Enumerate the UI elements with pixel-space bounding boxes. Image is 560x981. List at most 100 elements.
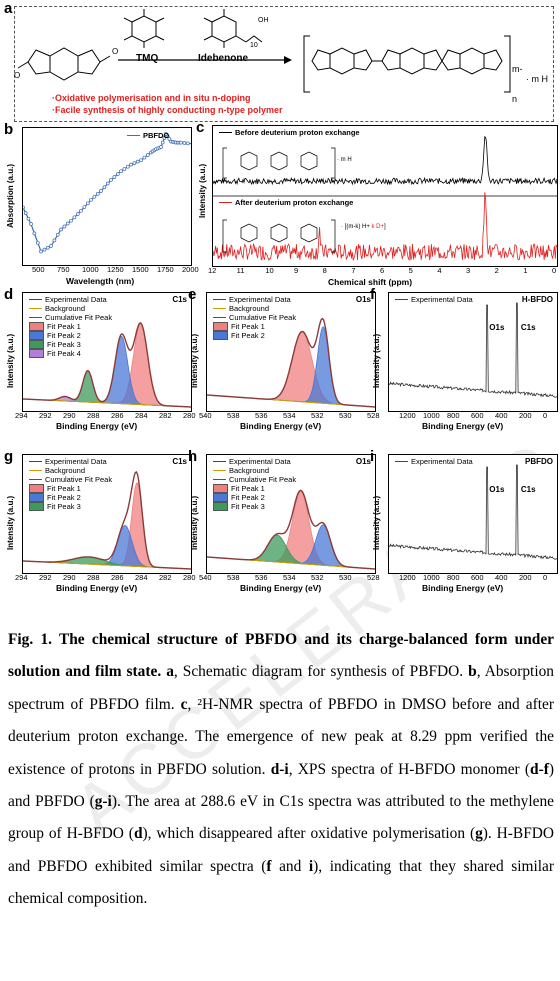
- sub-10: 10: [250, 42, 258, 49]
- legend-legend_experimental: Experimental Data: [45, 457, 107, 466]
- absorption-point: [164, 131, 168, 136]
- panel-c-xlabel: Chemical shift (ppm): [328, 277, 413, 287]
- absorption-point: [45, 245, 50, 250]
- legend-legend_experimental: Experimental Data: [229, 457, 291, 466]
- absorption-point: [142, 155, 147, 160]
- xps-survey-line: [388, 464, 558, 560]
- tick-i-x: 1200: [399, 573, 416, 582]
- caption-fig-title: Fig. 1. The chemical structure of PBFDO …: [8, 631, 554, 681]
- tick-b-x: 1500: [132, 265, 149, 274]
- panel-f-plot: [388, 302, 558, 398]
- absorption-point: [42, 247, 47, 252]
- legend-before: Before deuterium proton exchange: [235, 128, 360, 137]
- tick-h-x: 528: [367, 573, 380, 582]
- legend-legend_fit1: Fit Peak 1: [47, 322, 81, 331]
- panel-c-legend-top: Before deuterium proton exchange: [219, 128, 360, 137]
- legend-legend_fit1: Fit Peak 1: [231, 322, 265, 331]
- panel-h-legend: Experimental Data Background Cumulative Fi…: [213, 457, 296, 511]
- tick-c-x: 2: [494, 266, 499, 275]
- caption-di-bold: d-i: [270, 760, 289, 778]
- panel-d-plot: [22, 322, 192, 408]
- xps-cumulative-line: [206, 489, 376, 570]
- panel-label-e: e: [188, 286, 197, 303]
- panel-e-xlabel: Binding Energy (eV): [240, 421, 322, 431]
- panel-b-frame: PBFDO: [21, 127, 192, 266]
- caption-g-text: ). H-BFDO and PBFDO exhibited similar sp…: [8, 825, 554, 875]
- panel-b-ylabel: Absorption (a.u.): [6, 164, 15, 228]
- panel-label-h: h: [188, 448, 198, 465]
- tick-c-x: 3: [466, 266, 471, 275]
- caption-d-bold: d: [133, 825, 143, 843]
- absorption-point: [132, 161, 137, 165]
- panel-g-ylabel: Intensity (a.u.): [6, 495, 15, 550]
- panel-h-ylabel: Intensity (a.u.): [190, 495, 199, 550]
- polymer-proton: · m H: [526, 74, 548, 84]
- bullet-1: ·Oxidative polymerisation and in situ n-…: [52, 93, 251, 103]
- absorption-point: [29, 222, 33, 226]
- panel-i-frame: O1s C1s Experimental Data PBFDO: [388, 454, 558, 574]
- legend-legend_fit3: Fit Peak 3: [47, 502, 81, 511]
- panel-label-c: c: [196, 119, 205, 136]
- tick-i-x: 0: [543, 573, 548, 582]
- tick-d-x: 290: [63, 411, 76, 420]
- panel-g-plot: [22, 471, 192, 570]
- tick-c-x: 0: [552, 266, 557, 275]
- nmr-before-line: [212, 136, 558, 186]
- legend-legend_fit1: Fit Peak 1: [47, 484, 81, 493]
- panel-h-frame: Experimental Data Background Cumulative Fi…: [206, 454, 376, 574]
- panel-label-b: b: [4, 121, 14, 138]
- absorption-point: [39, 249, 43, 254]
- tick-e-x: 528: [367, 411, 380, 420]
- absorption-point: [139, 158, 143, 163]
- tick-g-x: 284: [135, 573, 148, 582]
- panel-a-box: [14, 6, 554, 122]
- caption-b-text: , Absorption spectrum of PBFDO film.: [8, 663, 554, 713]
- tick-e-x: 540: [199, 411, 212, 420]
- absorption-point: [49, 244, 53, 248]
- tick-h-x: 540: [199, 573, 212, 582]
- caption-df-bold: d-f: [530, 760, 549, 778]
- caption-d-text: ), which disappeared after oxidative pol…: [142, 825, 476, 843]
- tick-e-x: 536: [255, 411, 268, 420]
- panel-g-tag: C1s: [172, 457, 187, 466]
- panel-i-xlabel: Binding Energy (eV): [422, 583, 504, 593]
- tick-c-x: 1: [523, 266, 528, 275]
- legend-legend_cumulative: Cumulative Fit Peak: [229, 313, 297, 322]
- panel-label-d: d: [4, 286, 14, 303]
- caption-a-text: , Schematic diagram for synthesis of PBF…: [173, 663, 464, 681]
- tick-f-x: 600: [471, 411, 484, 420]
- tick-c-x: 12: [208, 266, 217, 275]
- caption-end-text: ), indicating that they shared similar c…: [8, 857, 555, 908]
- tick-i-x: 1000: [423, 573, 440, 582]
- panel-d-frame: Experimental Data Background Cumulative Fi…: [22, 292, 192, 412]
- absorption-point: [109, 178, 113, 182]
- tick-d-x: 284: [135, 411, 148, 420]
- tick-d-x: 280: [183, 411, 196, 420]
- panel-a-scheme: O O m- · m H n: [14, 9, 548, 104]
- panel-b-legend: PBFDO: [127, 131, 169, 140]
- tick-f-x: 0: [543, 411, 548, 420]
- caption-g-bold: g: [475, 825, 483, 843]
- tick-d-x: 292: [39, 411, 52, 420]
- figure-caption: Fig. 1. The chemical structure of PBFDO …: [8, 624, 554, 916]
- tick-b-x: 750: [57, 265, 70, 274]
- absorption-point: [179, 140, 183, 145]
- panel-f-xlabel: Binding Energy (eV): [422, 421, 504, 431]
- absorption-point: [23, 211, 28, 215]
- tick-d-x: 282: [159, 411, 172, 420]
- panel-e-legend: Experimental Data Background Cumulative Fi…: [213, 295, 296, 340]
- legend-legend_cumulative: Cumulative Fit Peak: [45, 475, 113, 484]
- absorption-point: [92, 194, 97, 199]
- svg-text:O: O: [14, 71, 20, 80]
- top-struct-label: · m H: [337, 157, 352, 163]
- tick-g-x: 282: [159, 573, 172, 582]
- tick-c-x: 10: [265, 266, 274, 275]
- absorption-point: [185, 141, 190, 146]
- absorption-point: [69, 218, 73, 223]
- tick-i-x: 200: [519, 573, 532, 582]
- xps-fit1-area: [206, 331, 376, 408]
- caption-and-text: and: [271, 857, 309, 875]
- absorption-point: [182, 141, 187, 145]
- panel-c-ylabel: Intensity (a.u.): [198, 163, 207, 218]
- absorption-point: [55, 232, 60, 237]
